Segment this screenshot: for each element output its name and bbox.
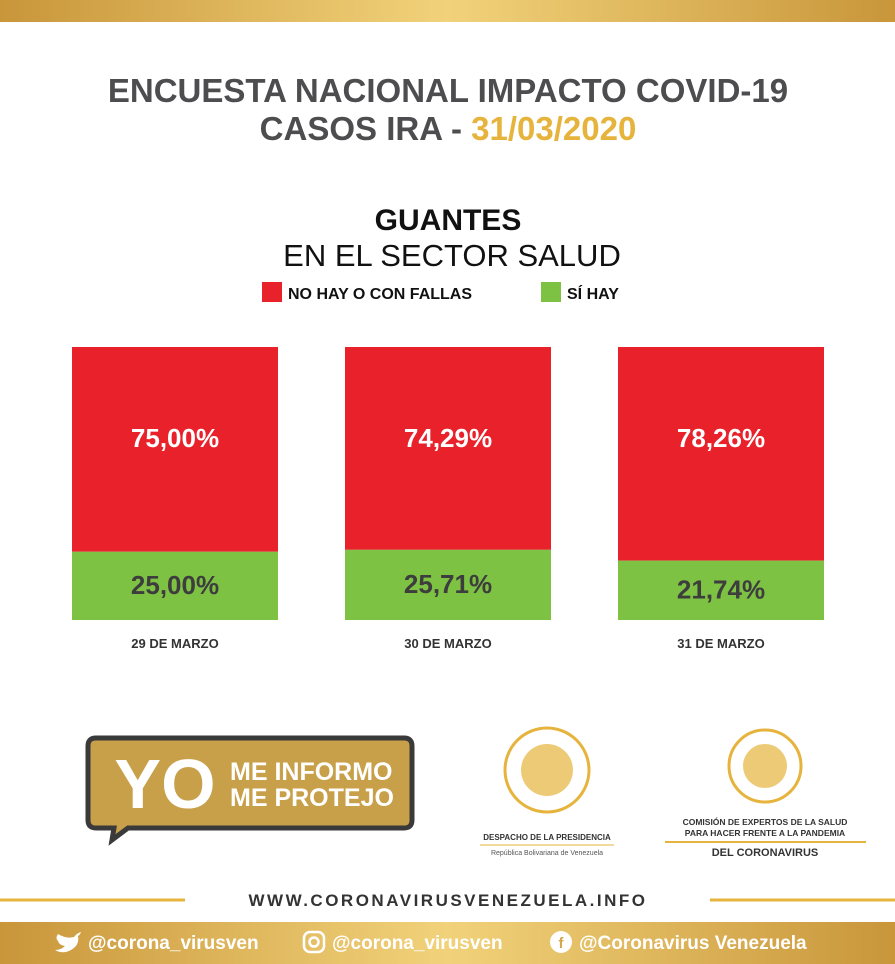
- value-label: 78,26%: [677, 423, 765, 453]
- title-date: 31/03/2020: [471, 110, 636, 147]
- comision-text3: DEL CORONAVIRUS: [712, 847, 819, 859]
- bar-segment: [618, 560, 824, 620]
- emblem-inner: [743, 744, 787, 788]
- bottom-band: [0, 922, 895, 964]
- legend-swatch: [541, 282, 561, 302]
- title-line2: CASOS IRA - 31/03/2020: [260, 110, 637, 147]
- x-tick-label: 31 DE MARZO: [677, 636, 764, 651]
- x-tick-label: 29 DE MARZO: [131, 636, 218, 651]
- facebook-icon: [550, 931, 572, 953]
- bar-segment: [72, 551, 278, 620]
- value-label: 74,29%: [404, 423, 492, 453]
- value-label: 21,74%: [677, 574, 765, 604]
- chart: NO HAY O CON FALLAS SÍ HAY 75,00% 25,00% 29 …: [72, 282, 824, 651]
- chart-title: GUANTES: [375, 204, 522, 237]
- despacho-text: DESPACHO DE LA PRESIDENCIA: [483, 833, 611, 842]
- chart-subtitle: EN EL SECTOR SALUD: [283, 238, 621, 273]
- twitter-handle[interactable]: @corona_virusven: [88, 933, 259, 954]
- emblem-inner: [521, 744, 573, 796]
- comision-text2: PARA HACER FRENTE A LA PANDEMIA: [685, 828, 845, 838]
- instagram-handle[interactable]: @corona_virusven: [332, 933, 503, 954]
- informo-text: ME INFORMO: [230, 758, 393, 786]
- bar-segment: [72, 347, 278, 552]
- bar-segment: [618, 347, 824, 561]
- title-line1: ENCUESTA NACIONAL IMPACTO COVID-19: [108, 72, 788, 109]
- bar-segment: [345, 549, 551, 620]
- protejo-text: ME PROTEJO: [230, 784, 394, 812]
- website[interactable]: WWW.CORONAVIRUSVENEZUELA.INFO: [249, 891, 648, 910]
- facebook-icon-f: f: [559, 935, 565, 952]
- instagram-icon: [302, 930, 326, 954]
- twitter-icon: [55, 932, 81, 953]
- yo-badge: [85, 735, 415, 846]
- value-label: 75,00%: [131, 423, 219, 453]
- republica-text: República Bolivariana de Venezuela: [491, 850, 603, 857]
- title-prefix: CASOS IRA -: [260, 110, 471, 147]
- yo-text: YO: [114, 745, 215, 823]
- bar-segment: [345, 347, 551, 550]
- instagram-icon-lens: [308, 936, 320, 948]
- value-label: 25,71%: [404, 569, 492, 599]
- legend-swatch: [262, 282, 282, 302]
- legend-label: NO HAY O CON FALLAS: [288, 286, 472, 303]
- x-tick-label: 30 DE MARZO: [404, 636, 491, 651]
- facebook-handle[interactable]: @Coronavirus Venezuela: [579, 933, 807, 954]
- value-label: 25,00%: [131, 570, 219, 600]
- legend-label: SÍ HAY: [567, 284, 619, 303]
- comision-text1: COMISIÓN DE EXPERTOS DE LA SALUD: [683, 816, 848, 827]
- top-band: [0, 0, 895, 22]
